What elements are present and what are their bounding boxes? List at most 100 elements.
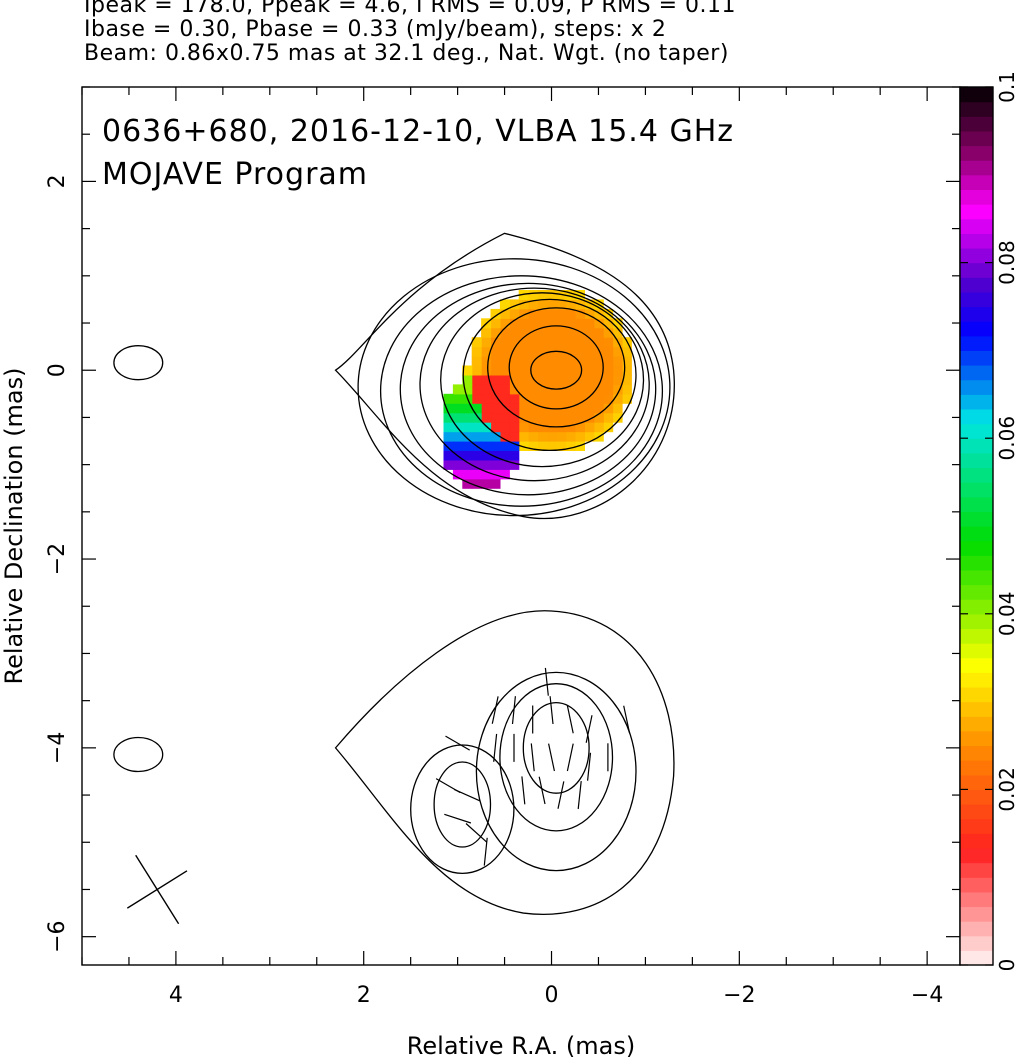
- pol-pixel: [593, 422, 604, 433]
- pol-pixel: [481, 412, 492, 423]
- pol-pixel: [528, 337, 538, 348]
- pol-pixel: [537, 356, 548, 367]
- colorbar-segment: [960, 613, 993, 630]
- x-tick-label: 2: [357, 983, 371, 1008]
- program-title: MOJAVE Program: [102, 157, 368, 192]
- pol-pixel: [537, 403, 548, 414]
- pol-pixel: [509, 384, 520, 395]
- colorbar-frame: [959, 86, 994, 966]
- pol-pixel: [565, 318, 576, 329]
- pol-pixel: [575, 393, 585, 404]
- contour-lower: [433, 761, 492, 848]
- pol-pixel: [509, 412, 520, 423]
- beam-minor-axis: [126, 870, 188, 909]
- pol-pixel: [565, 290, 576, 300]
- pol-pixel: [528, 365, 538, 376]
- pol-pixel: [537, 299, 548, 310]
- pol-pixel: [462, 441, 473, 451]
- contour-lower: [499, 683, 614, 832]
- pol-pixel: [481, 403, 492, 414]
- pol-pixel: [462, 384, 473, 395]
- colorbar: 0 0.02 0.04 0.06 0.08 0.1: [959, 71, 1019, 971]
- pol-pixel: [575, 422, 585, 433]
- pol-pixel: [443, 393, 454, 404]
- colorbar-segment: [960, 789, 993, 805]
- pol-pixel: [490, 327, 501, 338]
- pol-pixel: [499, 412, 510, 423]
- colorbar-segment: [960, 87, 993, 103]
- colorbar-segment: [960, 467, 993, 483]
- pol-pixel: [584, 299, 595, 310]
- pol-pixel: [481, 469, 492, 480]
- colorbar-tick-label: 0.02: [995, 767, 1019, 812]
- pol-pixel: [509, 403, 520, 414]
- pol-pixel: [575, 337, 585, 348]
- colorbar-segment: [960, 833, 993, 849]
- pol-pixel: [471, 450, 482, 461]
- pol-pixel: [593, 412, 604, 423]
- colorbar-tick-label: 0.1: [995, 71, 1019, 103]
- pol-pixel: [518, 337, 529, 348]
- pol-pixel: [537, 290, 548, 300]
- evpa-vector: [511, 696, 516, 725]
- pol-pixel: [499, 384, 510, 395]
- colorbar-tick-label: 0.06: [995, 416, 1019, 461]
- evpa-vector: [465, 823, 488, 843]
- pol-pixel: [490, 403, 501, 414]
- contour-upper: [419, 287, 650, 482]
- pol-pixel: [471, 478, 482, 489]
- pol-pixel: [546, 365, 557, 376]
- contour-noise: [113, 736, 164, 773]
- pol-pixel: [518, 356, 529, 367]
- pol-pixel: [612, 374, 623, 385]
- pol-pixel: [499, 374, 510, 385]
- pol-pixel: [537, 422, 548, 433]
- pol-pixel: [518, 393, 529, 404]
- y-axis-label: Relative Declination (mas): [0, 367, 28, 684]
- pol-pixel: [565, 412, 576, 423]
- contour-upper: [508, 325, 604, 410]
- pol-pixel: [481, 346, 492, 357]
- pol-pixel: [490, 356, 501, 367]
- pol-pixel: [556, 365, 567, 376]
- pol-pixel: [556, 374, 567, 385]
- colorbar-segment: [960, 218, 993, 234]
- colorbar-segment: [960, 335, 993, 351]
- pol-pixel: [537, 384, 548, 395]
- colorbar-segment: [960, 262, 993, 278]
- pol-pixel: [575, 403, 585, 414]
- pol-pixel: [556, 412, 567, 423]
- pol-pixel: [575, 412, 585, 423]
- pol-pixel: [499, 459, 510, 470]
- x-tick-label: −2: [723, 983, 755, 1008]
- pol-pixel: [603, 403, 614, 414]
- pol-pixel: [593, 365, 604, 376]
- contour-upper: [487, 307, 626, 428]
- pol-pixel: [528, 299, 538, 310]
- pol-pixel: [556, 356, 567, 367]
- colorbar-segment: [960, 116, 993, 132]
- pol-pixel: [471, 459, 482, 470]
- colorbar-segment: [960, 701, 993, 717]
- pol-pixel: [575, 327, 585, 338]
- colorbar-segment: [960, 628, 993, 644]
- pol-pixel: [621, 365, 632, 376]
- colorbar-segment: [960, 174, 993, 191]
- pol-pixel: [565, 393, 576, 404]
- header-line-1: Ipeak = 178.0, Ppeak = 4.6, I RMS = 0.09…: [84, 0, 736, 18]
- colorbar-segment: [960, 686, 993, 703]
- colorbar-segment: [960, 496, 993, 512]
- pol-pixel: [537, 327, 548, 338]
- colorbar-segment: [960, 672, 993, 688]
- pol-pixel: [546, 412, 557, 423]
- pol-pixel: [462, 412, 473, 423]
- pol-pixel: [546, 337, 557, 348]
- evpa-vector: [623, 705, 631, 734]
- pol-pixel: [556, 431, 567, 442]
- x-tick-label: −4: [911, 983, 943, 1008]
- pol-pixel: [443, 422, 454, 433]
- pol-pixel: [537, 346, 548, 357]
- pol-pixel: [462, 365, 473, 376]
- x-tick-label: 0: [545, 983, 559, 1008]
- colorbar-segment: [960, 745, 993, 761]
